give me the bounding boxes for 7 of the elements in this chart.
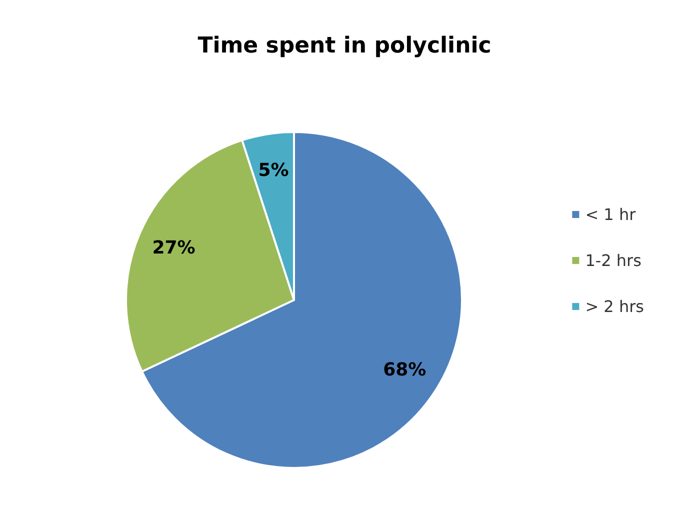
data-label: 5% [258,160,289,182]
data-label: 68% [383,360,426,381]
chart-title: Time spent in polyclinic [198,34,492,58]
legend-label: 1-2 hrs [585,251,642,270]
legend-label: > 2 hrs [585,297,644,316]
legend-label: < 1 hr [585,205,636,224]
data-label: 27% [152,237,196,258]
